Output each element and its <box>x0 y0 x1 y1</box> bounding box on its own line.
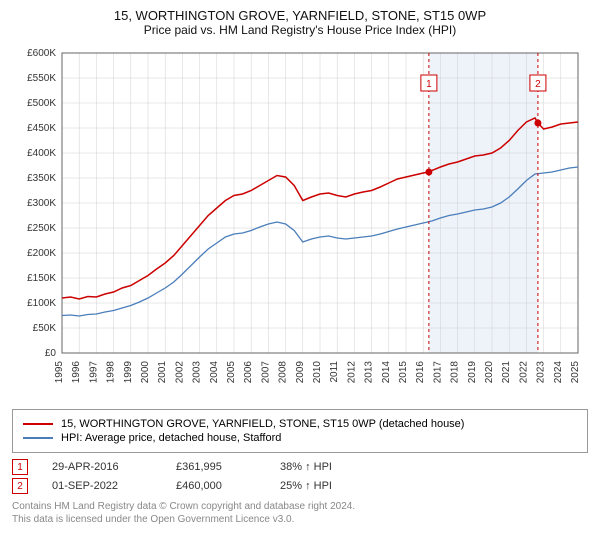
sales-table: 1 29-APR-2016 £361,995 38% ↑ HPI 2 01-SEP-202… <box>12 459 588 494</box>
line-chart: £0 £50K £100K £150K £200K £250K £300K £350K £400… <box>12 43 588 403</box>
svg-text:2010: 2010 <box>312 361 323 384</box>
footer-attribution: Contains HM Land Registry data © Crown c… <box>12 500 588 526</box>
legend: 15, WORTHINGTON GROVE, YARNFIELD, STONE,… <box>12 409 588 453</box>
svg-text:£300K: £300K <box>27 198 56 209</box>
svg-text:£0: £0 <box>45 348 57 359</box>
svg-text:£250K: £250K <box>27 223 56 234</box>
svg-text:2016: 2016 <box>415 361 426 384</box>
svg-text:1997: 1997 <box>88 361 99 384</box>
svg-text:2021: 2021 <box>501 361 512 384</box>
svg-text:£200K: £200K <box>27 248 56 259</box>
chart-title: 15, WORTHINGTON GROVE, YARNFIELD, STONE,… <box>12 8 588 23</box>
svg-text:2023: 2023 <box>536 361 547 384</box>
chart-subtitle: Price paid vs. HM Land Registry's House … <box>12 23 588 37</box>
svg-text:£400K: £400K <box>27 148 56 159</box>
sale-marker: 2 <box>12 478 28 494</box>
svg-text:2013: 2013 <box>364 361 375 384</box>
svg-text:2018: 2018 <box>450 361 461 384</box>
sale-delta: 38% ↑ HPI <box>280 461 360 473</box>
svg-text:1996: 1996 <box>71 361 82 384</box>
svg-text:2008: 2008 <box>278 361 289 384</box>
svg-text:2022: 2022 <box>518 361 529 384</box>
svg-text:1995: 1995 <box>54 361 65 384</box>
svg-text:2002: 2002 <box>174 361 185 384</box>
footer-line-2: This data is licensed under the Open Gov… <box>12 513 588 526</box>
sale-price: £361,995 <box>176 461 256 473</box>
sale-row: 1 29-APR-2016 £361,995 38% ↑ HPI <box>12 459 588 475</box>
svg-text:2006: 2006 <box>243 361 254 384</box>
svg-text:2025: 2025 <box>570 361 581 384</box>
svg-text:2015: 2015 <box>398 361 409 384</box>
svg-text:£600K: £600K <box>27 48 56 59</box>
legend-swatch <box>23 423 53 425</box>
svg-text:1999: 1999 <box>123 361 134 384</box>
svg-text:£450K: £450K <box>27 123 56 134</box>
legend-swatch <box>23 437 53 439</box>
svg-text:£150K: £150K <box>27 273 56 284</box>
svg-text:£550K: £550K <box>27 73 56 84</box>
sale-price: £460,000 <box>176 480 256 492</box>
sale-delta: 25% ↑ HPI <box>280 480 360 492</box>
legend-row: 15, WORTHINGTON GROVE, YARNFIELD, STONE,… <box>23 418 577 430</box>
svg-text:2014: 2014 <box>381 361 392 384</box>
legend-label: HPI: Average price, detached house, Staf… <box>61 432 281 444</box>
svg-text:£350K: £350K <box>27 173 56 184</box>
svg-text:2011: 2011 <box>329 361 340 383</box>
footer-line-1: Contains HM Land Registry data © Crown c… <box>12 500 588 513</box>
svg-text:2005: 2005 <box>226 361 237 384</box>
sale-date: 29-APR-2016 <box>52 461 152 473</box>
svg-text:2024: 2024 <box>553 361 564 384</box>
svg-text:2020: 2020 <box>484 361 495 384</box>
svg-text:2004: 2004 <box>209 361 220 384</box>
svg-text:2019: 2019 <box>467 361 478 384</box>
svg-text:2001: 2001 <box>157 361 168 384</box>
svg-text:2: 2 <box>535 79 541 90</box>
svg-text:1998: 1998 <box>106 361 117 384</box>
legend-label: 15, WORTHINGTON GROVE, YARNFIELD, STONE,… <box>61 418 464 430</box>
svg-text:1: 1 <box>426 79 432 90</box>
sale-date: 01-SEP-2022 <box>52 480 152 492</box>
svg-text:2012: 2012 <box>346 361 357 384</box>
svg-text:2009: 2009 <box>295 361 306 384</box>
svg-text:2003: 2003 <box>192 361 203 384</box>
svg-text:2007: 2007 <box>260 361 271 384</box>
sale-row: 2 01-SEP-2022 £460,000 25% ↑ HPI <box>12 478 588 494</box>
svg-text:£500K: £500K <box>27 98 56 109</box>
svg-text:£50K: £50K <box>33 323 57 334</box>
svg-text:£100K: £100K <box>27 298 56 309</box>
svg-text:2017: 2017 <box>432 361 443 384</box>
sale-marker: 1 <box>12 459 28 475</box>
svg-text:2000: 2000 <box>140 361 151 384</box>
chart-area: £0 £50K £100K £150K £200K £250K £300K £350K £400… <box>12 43 588 403</box>
legend-row: HPI: Average price, detached house, Staf… <box>23 432 577 444</box>
